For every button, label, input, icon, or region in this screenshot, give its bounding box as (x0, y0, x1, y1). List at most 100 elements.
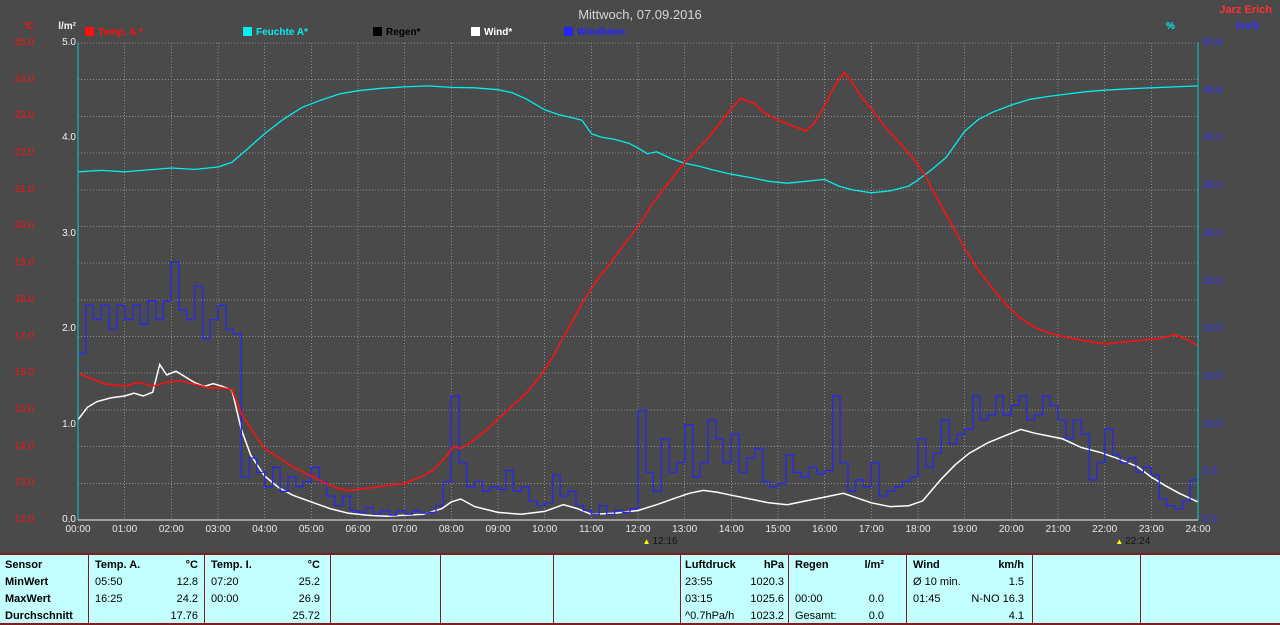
y-tick-rain: 4.0 (62, 132, 76, 144)
table-column-divider (788, 555, 789, 623)
x-tick-hour: 15:00 (765, 524, 791, 535)
chart-plot-area (77, 42, 1199, 521)
y-tick-temp: 16.0 (14, 367, 34, 379)
page-title: Mittwoch, 07.09.2016 (578, 7, 702, 22)
table-cell: 01:45 (913, 593, 941, 605)
y-tick-rain: 0.0 (62, 514, 76, 525)
series-line-windb-en (78, 261, 1199, 516)
y-tick-wind: 40.0 (1203, 132, 1223, 144)
right-axis-unit-humidity: % (1166, 21, 1175, 32)
table-cell: Durchschnitt (5, 610, 73, 622)
table-cell: 12.8 (176, 576, 198, 588)
x-tick-hour: 08:00 (438, 524, 464, 535)
x-tick-hour: 21:00 (1045, 524, 1071, 535)
table-cell: 03:15 (685, 593, 713, 605)
table-cell: 0.0 (868, 593, 884, 605)
left-axis-unit-celsius: °C (22, 21, 34, 32)
table-cell: 1025.6 (750, 593, 784, 605)
watermark-author: Jarz Erich (1219, 4, 1272, 16)
table-cell: °C (185, 559, 198, 571)
table-cell: 1023.2 (750, 610, 784, 622)
table-cell: 1.5 (1008, 576, 1024, 588)
x-tick-hour: 20:00 (998, 524, 1024, 535)
legend-item-wind-: Wind* (471, 27, 512, 39)
y-tick-temp: 24.0 (14, 73, 34, 85)
x-tick-hour: 09:00 (485, 524, 511, 535)
legend-swatch-icon (564, 27, 573, 36)
y-tick-temp: 18.0 (14, 293, 34, 305)
legend-item-regen-: Regen* (373, 27, 420, 39)
table-cell: °C (307, 559, 320, 571)
table-cell: 4.1 (1008, 610, 1024, 622)
table-cell: Gesamt: (795, 610, 837, 622)
y-tick-temp: 13.0 (14, 477, 34, 489)
sun-marker-icon: ▲ (1115, 537, 1124, 546)
x-tick-hour: 02:00 (158, 524, 184, 535)
table-column-divider (330, 555, 331, 623)
legend-swatch-icon (85, 27, 94, 36)
x-tick-hour: 00:00 (65, 524, 91, 535)
table-cell: l/m² (864, 559, 884, 571)
x-tick-hour: 14:00 (718, 524, 744, 535)
y-tick-wind: 15.0 (1203, 370, 1223, 382)
y-tick-wind: 25.0 (1203, 275, 1223, 287)
table-cell: Temp. I. (211, 559, 252, 571)
y-tick-wind: 50.0 (1203, 37, 1223, 48)
series-line-temp-a- (77, 71, 1199, 492)
table-cell: 0.0 (868, 610, 884, 622)
y-tick-temp: 12.0 (14, 514, 34, 525)
y-tick-wind: 10.0 (1203, 418, 1223, 430)
table-cell: hPa (763, 559, 784, 571)
table-cell: 24.2 (176, 593, 198, 605)
table-cell: 23:55 (685, 576, 713, 588)
y-tick-temp: 20.0 (14, 220, 34, 232)
y-tick-wind: 0.0 (1203, 514, 1217, 525)
y-tick-temp: 21.0 (14, 183, 34, 195)
legend-label: Wind* (484, 27, 513, 38)
table-column-divider (553, 555, 554, 623)
table-column-divider (204, 555, 205, 623)
y-tick-wind: 30.0 (1203, 227, 1223, 239)
y-tick-temp: 17.0 (14, 330, 34, 342)
table-cell: 00:00 (795, 593, 823, 605)
x-tick-hour: 12:00 (625, 524, 651, 535)
table-cell: 07:20 (211, 576, 239, 588)
table-cell: Temp. A. (95, 559, 141, 571)
table-column-divider (440, 555, 441, 623)
table-cell: Ø 10 min. (913, 576, 961, 588)
y-tick-wind: 20.0 (1203, 323, 1223, 335)
y-tick-rain: 2.0 (62, 323, 76, 335)
y-tick-temp: 23.0 (14, 110, 34, 122)
table-cell: 05:50 (95, 576, 123, 588)
x-tick-hour: 17:00 (858, 524, 884, 535)
sun-marker-label: 22:24 (1125, 536, 1151, 547)
x-tick-hour: 16:00 (812, 524, 838, 535)
x-tick-hour: 19:00 (952, 524, 978, 535)
sun-marker-icon: ▲ (642, 537, 651, 546)
table-cell: 25.72 (292, 610, 320, 622)
series-line-feuchte-a (77, 85, 1199, 194)
table-cell: MaxWert (5, 593, 51, 605)
x-tick-hour: 07:00 (392, 524, 418, 535)
table-column-divider (88, 555, 89, 623)
table-cell: 26.9 (298, 593, 320, 605)
x-tick-hour: 06:00 (345, 524, 371, 535)
table-column-divider (680, 555, 681, 623)
table-column-divider (1032, 555, 1033, 623)
table-cell: Luftdruck (685, 559, 736, 571)
legend-item-feuchte-a-: Feuchte A* (243, 27, 308, 39)
table-cell: N-NO 16.3 (971, 593, 1024, 605)
x-tick-hour: 04:00 (252, 524, 278, 535)
table-cell: 00:00 (211, 593, 239, 605)
table-cell: ^0.7hPa/h (685, 610, 735, 622)
y-tick-temp: 14.0 (14, 440, 34, 452)
sun-marker-label: 12:16 (652, 536, 678, 547)
table-column-divider (1140, 555, 1141, 623)
x-tick-hour: 10:00 (532, 524, 558, 535)
series-line-wind (77, 362, 1199, 517)
x-tick-hour: 23:00 (1138, 524, 1164, 535)
x-tick-hour: 22:00 (1092, 524, 1118, 535)
table-cell: Wind (913, 559, 940, 571)
right-axis-unit-wind: km/h (1236, 21, 1260, 32)
y-tick-temp: 22.0 (14, 147, 34, 159)
